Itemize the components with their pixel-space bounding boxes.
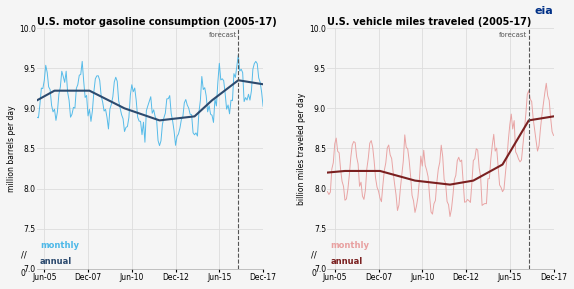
Text: U.S. vehicle miles traveled (2005-17): U.S. vehicle miles traveled (2005-17) [327,17,532,27]
Text: U.S. motor gasoline consumption (2005-17): U.S. motor gasoline consumption (2005-17… [37,17,277,27]
Text: forecast: forecast [499,32,528,38]
Y-axis label: million barrels per day: million barrels per day [7,105,16,192]
Text: eia: eia [535,6,553,16]
Text: monthly: monthly [40,241,79,250]
Text: monthly: monthly [331,241,370,250]
Text: annual: annual [40,257,72,266]
Text: 0: 0 [21,269,26,278]
Text: //: // [21,250,26,259]
Text: 0: 0 [312,269,316,278]
Text: annual: annual [331,257,363,266]
Y-axis label: billion miles traveled per day: billion miles traveled per day [297,92,307,205]
Text: forecast: forecast [208,32,237,38]
Text: //: // [311,250,317,259]
